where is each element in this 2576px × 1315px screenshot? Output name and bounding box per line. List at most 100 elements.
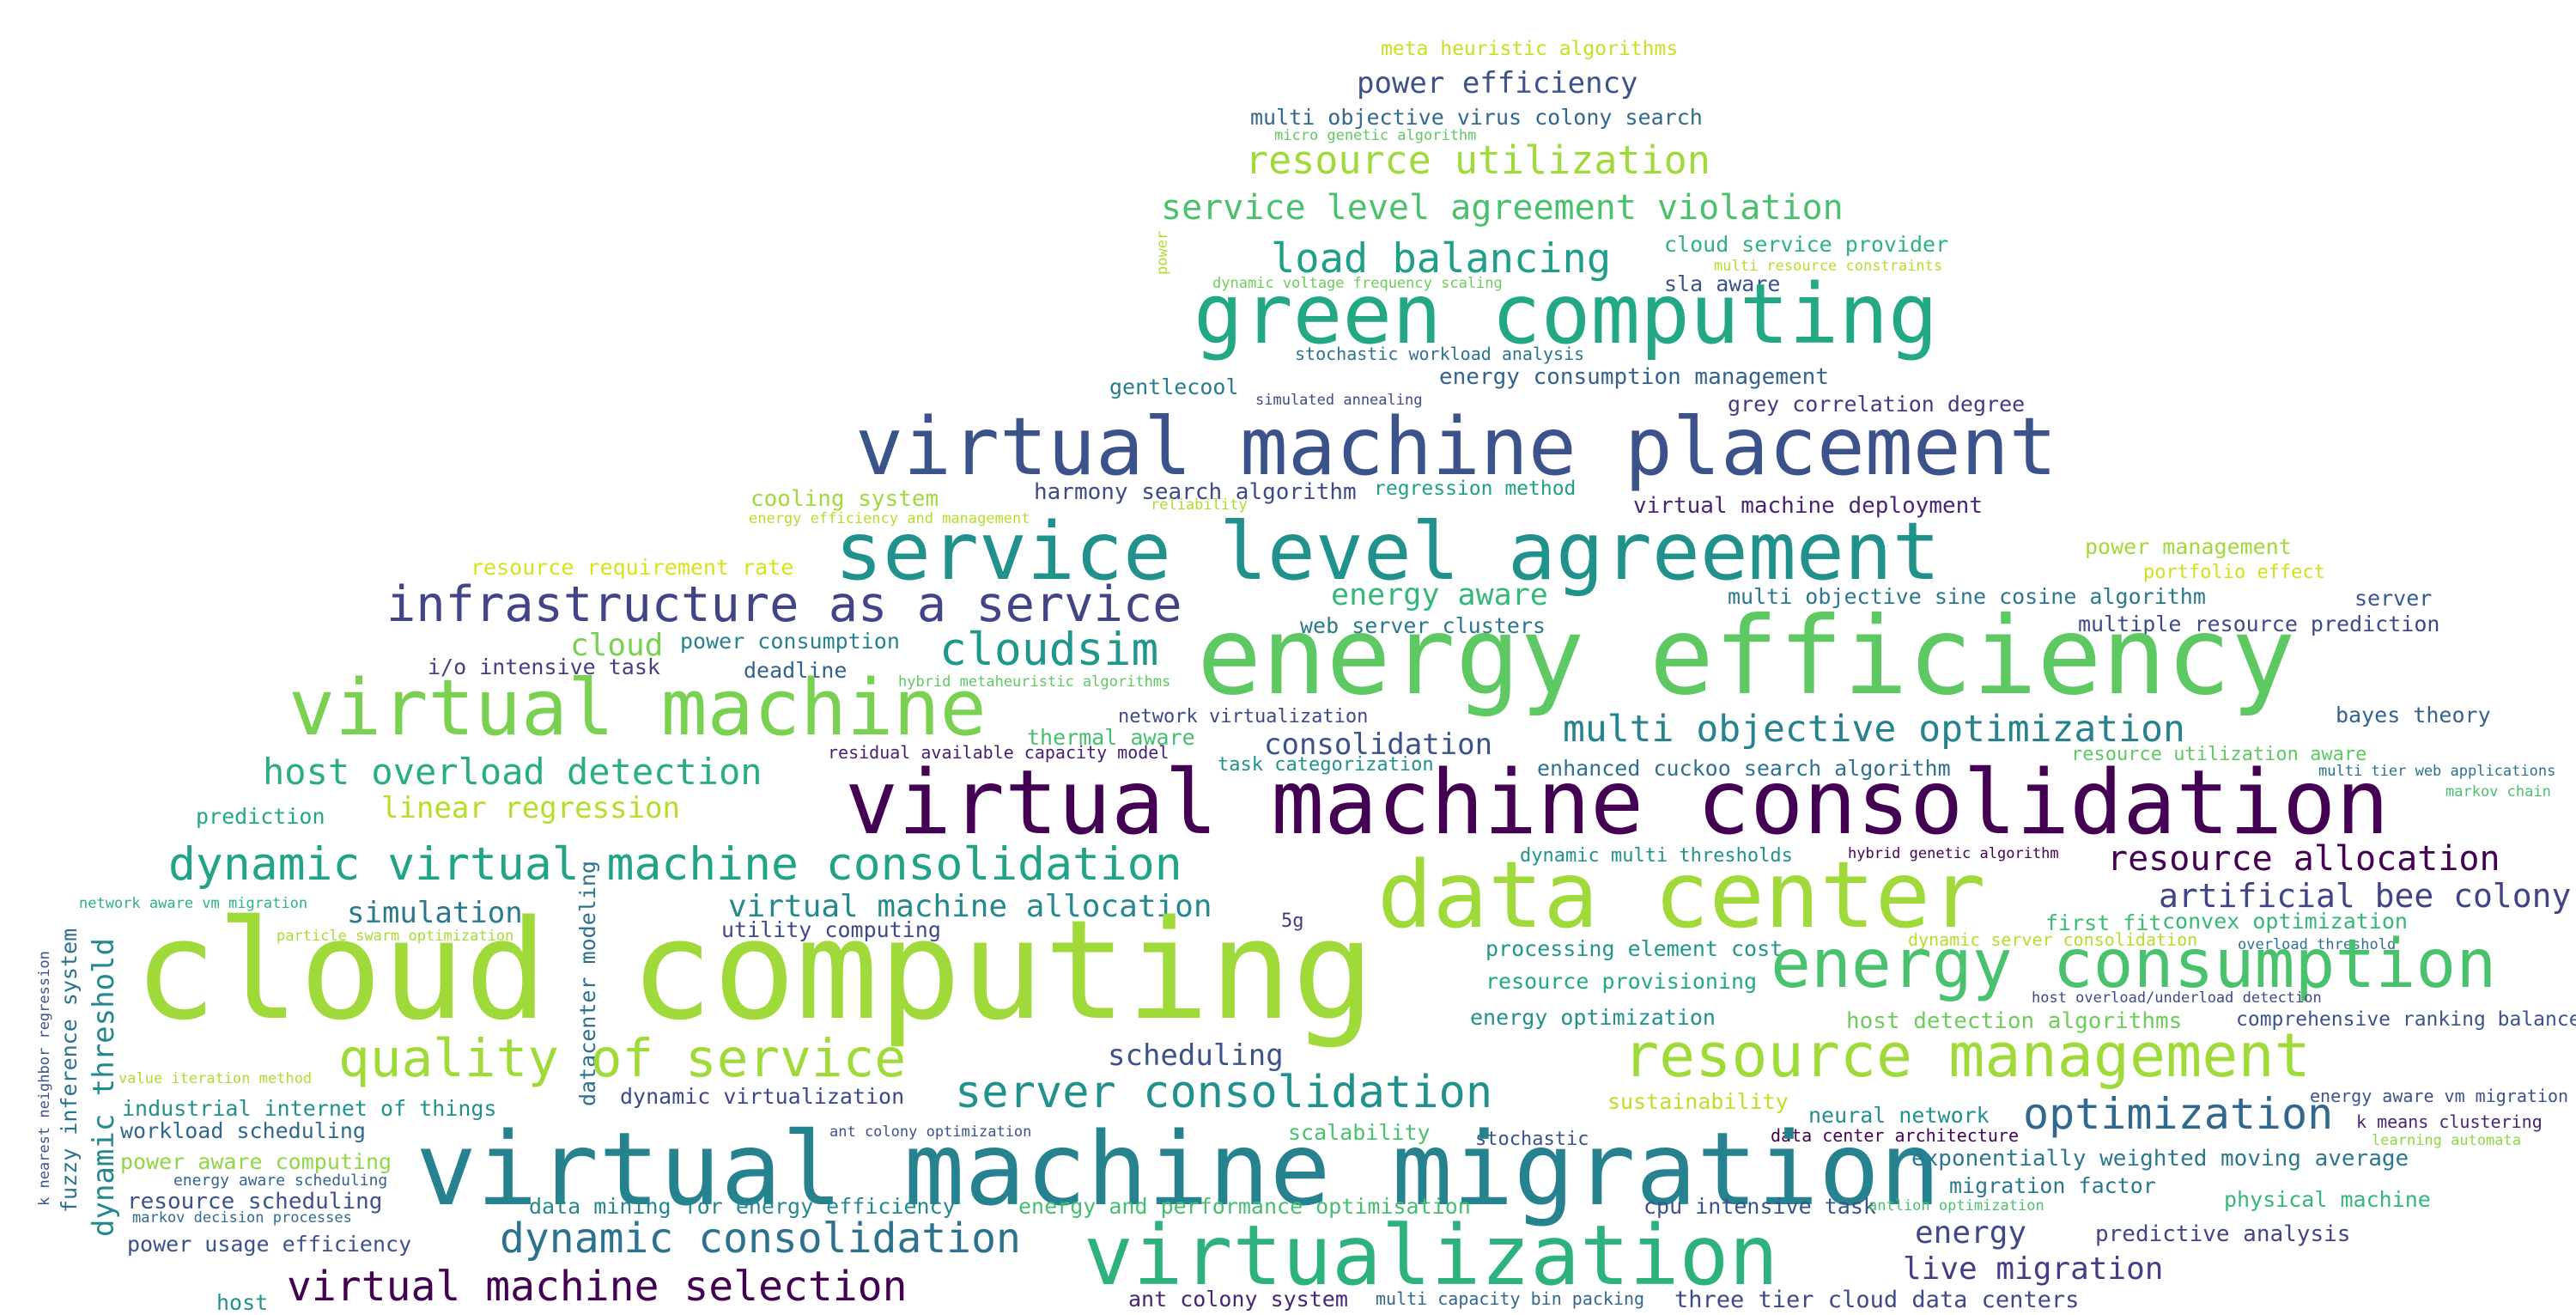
word: artificial bee colony (2159, 877, 2572, 915)
word: enhanced cuckoo search algorithm (1537, 756, 1951, 781)
word: multi objective optimization (1563, 708, 2185, 751)
word-vertical: k nearest neighbor regression (36, 951, 53, 1206)
word: meta heuristic algorithms (1381, 38, 1679, 60)
word: quality of service (338, 1028, 907, 1089)
word: live migration (1903, 1251, 2164, 1287)
word: grey correlation degree (1728, 392, 2026, 417)
word: markov chain (2445, 783, 2551, 801)
word: virtual machine allocation (728, 889, 1212, 924)
word: linear regression (381, 791, 680, 825)
word: dynamic consolidation (500, 1215, 1021, 1263)
word: scalability (1288, 1120, 1431, 1145)
word: host overload detection (263, 751, 762, 793)
word: industrial internet of things (122, 1096, 497, 1121)
word: consolidation (1264, 728, 1493, 762)
word: energy aware (1331, 578, 1548, 612)
word: neural network (1808, 1103, 1990, 1128)
word: cloudsim (939, 624, 1159, 676)
word: ant colony optimization (829, 1123, 1032, 1141)
word: virtualization (1084, 1208, 1779, 1304)
word: processing element cost (1485, 936, 1783, 961)
word: simulated annealing (1255, 392, 1423, 409)
word: portfolio effect (2143, 562, 2325, 583)
word: overload threshold (2238, 936, 2397, 953)
word: multi objective sine cosine algorithm (1728, 584, 2206, 609)
word: server consolidation (955, 1067, 1493, 1118)
word: data center architecture (1771, 1125, 2019, 1146)
word: predictive analysis (2095, 1221, 2351, 1247)
word: resource scheduling (127, 1189, 383, 1215)
word: bayes theory (2336, 703, 2491, 728)
word: dynamic virtual machine consolidation (168, 838, 1182, 891)
word-vertical: dynamic threshold (87, 938, 121, 1237)
word: infrastructure as a service (386, 576, 1182, 633)
word: data mining for energy efficiency (529, 1194, 956, 1219)
word: i/o intensive task (428, 654, 660, 679)
word: multiple resource prediction (2078, 612, 2440, 636)
word: power usage efficiency (127, 1232, 412, 1257)
word: convex optimization (2162, 909, 2408, 934)
word: virtual machine (289, 663, 987, 753)
word-vertical: power (1154, 230, 1171, 275)
word: k means clustering (2356, 1111, 2543, 1132)
word: energy efficiency and management (749, 510, 1030, 527)
word: dynamic voltage frequency scaling (1212, 275, 1503, 292)
word: resource management (1623, 1020, 2311, 1091)
word: stochastic workload analysis (1295, 344, 1585, 364)
word: power consumption (680, 629, 900, 654)
word: multi capacity bin packing (1376, 1288, 1645, 1309)
word: cloud (570, 628, 664, 663)
word: energy aware scheduling (173, 1172, 388, 1190)
word: prediction (196, 804, 325, 829)
word: sla aware (1664, 271, 1781, 296)
word: thermal aware (1027, 725, 1195, 750)
word: virtual machine placement (855, 400, 2057, 493)
word: host (216, 1290, 269, 1315)
word-vertical: fuzzy inference system (57, 928, 82, 1213)
word: cooling system (750, 486, 939, 512)
word: energy optimization (1470, 1005, 1716, 1030)
word: harmony search algorithm (1034, 479, 1357, 505)
word: energy consumption (1771, 926, 2497, 1003)
word: virtual machine deployment (1633, 493, 1983, 519)
word: network aware vm migration (79, 895, 308, 912)
word: resource allocation (2107, 839, 2500, 879)
word: sustainability (1607, 1089, 1789, 1114)
word: service level agreement violation (1161, 188, 1844, 228)
word: virtual machine selection (287, 1263, 908, 1311)
word: web server clusters (1300, 613, 1546, 638)
word: energy (1915, 1215, 2027, 1251)
word: power aware computing (120, 1149, 392, 1174)
word: utility computing (721, 917, 941, 942)
word: physical machine (2224, 1187, 2431, 1212)
word: energy consumption management (1439, 364, 1829, 390)
word: comprehensive ranking balance (2236, 1008, 2576, 1031)
word: power management (2085, 534, 2292, 559)
word: resource utilization (1245, 137, 1710, 183)
word: dynamic server consolidation (1908, 929, 2198, 950)
word: cloud service provider (1664, 232, 1949, 257)
word: energy efficiency (1197, 594, 2296, 719)
word: multi resource constraints (1714, 258, 1943, 275)
word: gentlecool (1109, 374, 1239, 399)
word: multi objective virus colony search (1250, 105, 1703, 130)
word: migration factor (1949, 1173, 2156, 1198)
word: scheduling (1108, 1038, 1284, 1073)
word: resource requirement rate (471, 555, 794, 580)
word: markov decision processes (132, 1209, 352, 1227)
word: regression method (1374, 478, 1577, 500)
word: energy aware vm migration (2310, 1086, 2569, 1106)
word: load balancing (1271, 235, 1612, 283)
word: deadline (744, 658, 848, 683)
word: antlion optimization (1868, 1197, 2044, 1215)
word: cloud computing (134, 890, 1375, 1050)
word: data center (1377, 843, 1986, 949)
word: reliability (1151, 496, 1248, 514)
word: green computing (1194, 266, 1938, 362)
word: host detection algorithms (1846, 1008, 2183, 1034)
word: dynamic multi thresholds (1520, 845, 1793, 867)
word: particle swarm optimization (276, 928, 514, 945)
word: micro genetic algorithm (1274, 127, 1477, 144)
word: hybrid genetic algorithm (1848, 845, 2059, 862)
